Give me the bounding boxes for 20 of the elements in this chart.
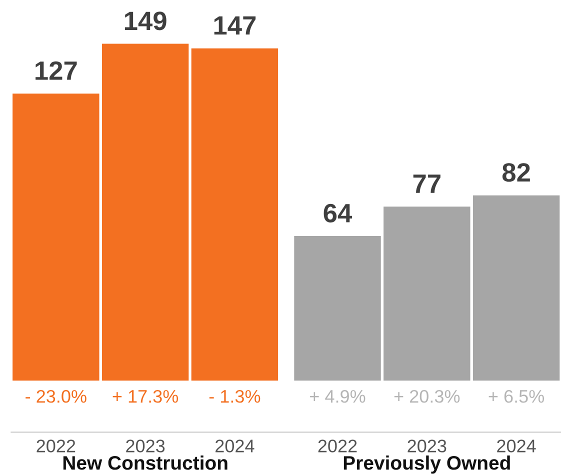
x-tick-label: 2022 (36, 440, 76, 452)
data-label: 147 (214, 16, 256, 35)
x-tick-label: 2023 (126, 440, 165, 452)
x-tick-label: 2024 (216, 440, 254, 452)
data-label: 82 (502, 163, 530, 182)
data-label: 77 (413, 174, 440, 193)
text: - 23.0% (26, 390, 86, 403)
text: + 20.3% (394, 390, 460, 403)
data-label: 149 (124, 12, 166, 30)
text: + 4.9% (310, 390, 366, 403)
text: New Construction (63, 456, 228, 470)
text: + 6.5% (488, 390, 544, 403)
data-label: 127 (36, 61, 77, 80)
x-tick-label: 2024 (497, 440, 536, 452)
x-tick-label: 2023 (408, 440, 446, 452)
text: Previously Owned (344, 456, 510, 474)
text: + 17.3% (112, 390, 178, 403)
text: - 1.3% (209, 390, 260, 403)
x-tick-label: 2022 (318, 440, 357, 452)
data-label: 64 (324, 204, 352, 223)
